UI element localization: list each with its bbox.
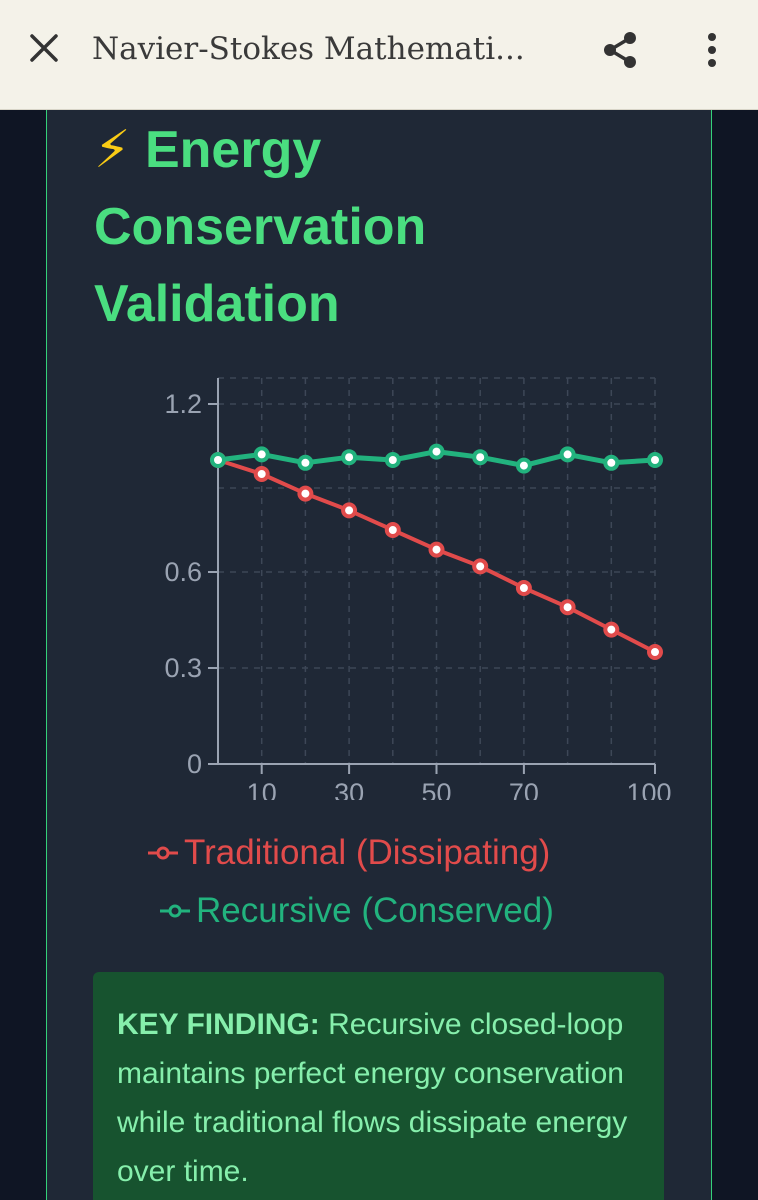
- data-point-traditional: [603, 621, 620, 638]
- data-point-recursive: [647, 452, 663, 468]
- legend-label-traditional: Traditional (Dissipating): [184, 833, 551, 872]
- section-heading: ⚡ Energy Conservation Validation: [94, 112, 654, 343]
- data-point-traditional: [428, 541, 445, 558]
- y-tick-label: 1.2: [164, 389, 202, 419]
- data-point-traditional: [559, 599, 576, 616]
- x-tick-label: 10: [247, 778, 277, 800]
- legend-item-recursive[interactable]: Recursive (Conserved): [160, 886, 708, 936]
- data-point-recursive: [210, 452, 226, 468]
- x-tick-label: 100: [626, 778, 671, 800]
- close-icon[interactable]: [24, 28, 64, 68]
- data-point-traditional: [253, 466, 270, 482]
- data-point-traditional: [515, 580, 532, 596]
- more-vertical-icon[interactable]: [690, 28, 734, 72]
- key-finding-box: KEY FINDING: Recursive closed-loop maint…: [93, 972, 664, 1200]
- data-point-recursive: [603, 454, 620, 471]
- x-tick-label: 50: [421, 778, 451, 800]
- x-tick-label: 30: [334, 778, 364, 800]
- data-point-traditional: [384, 522, 401, 538]
- key-finding-text: Recursive closed-loop maintains perfect …: [117, 1008, 628, 1188]
- data-point-traditional: [297, 485, 314, 502]
- data-point-recursive: [428, 443, 445, 460]
- data-point-recursive: [559, 446, 576, 463]
- data-point-recursive: [253, 446, 270, 463]
- section-title: Energy Conservation Validation: [94, 121, 427, 333]
- lightning-icon: ⚡: [94, 121, 131, 179]
- share-icon[interactable]: [598, 28, 642, 72]
- data-point-recursive: [384, 452, 401, 468]
- chart-legend: Traditional (Dissipating) Recursive (Con…: [148, 828, 708, 936]
- energy-chart: 0 0.3 0.6 1.2 10 30 50 70 100: [164, 377, 672, 800]
- legend-marker-traditional-icon: [148, 846, 178, 860]
- page-title: Navier-Stokes Mathemati...: [92, 31, 525, 67]
- y-tick-label: 0.3: [164, 653, 202, 683]
- data-point-traditional: [472, 558, 489, 575]
- legend-item-traditional[interactable]: Traditional (Dissipating): [148, 828, 708, 878]
- app-bar: Navier-Stokes Mathemati...: [0, 0, 758, 110]
- data-point-recursive: [472, 449, 489, 466]
- y-tick-label: 0.6: [164, 557, 202, 587]
- key-finding-label: KEY FINDING:: [117, 1008, 320, 1041]
- data-point-recursive: [341, 449, 358, 466]
- data-point-recursive: [297, 454, 314, 471]
- data-point-traditional: [341, 502, 358, 519]
- data-point-traditional: [647, 644, 663, 660]
- x-tick-label: 70: [509, 778, 539, 800]
- y-tick-label: 0: [187, 749, 202, 779]
- data-point-recursive: [515, 457, 532, 474]
- legend-label-recursive: Recursive (Conserved): [196, 891, 554, 930]
- legend-marker-recursive-icon: [160, 904, 190, 918]
